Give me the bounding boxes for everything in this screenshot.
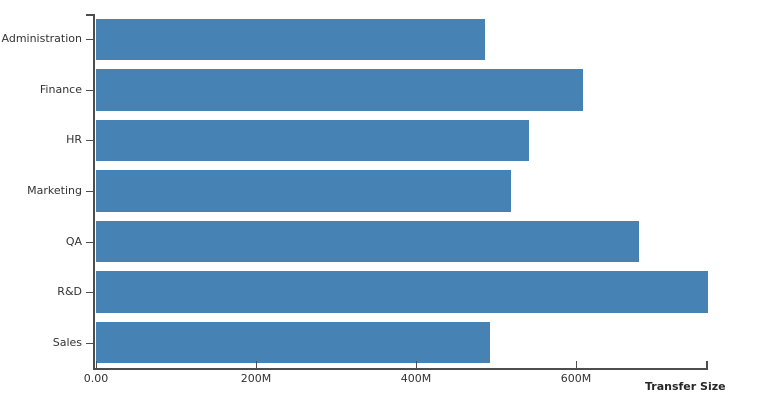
- y-tick-mark: [86, 292, 93, 293]
- x-axis-line: [93, 368, 708, 370]
- bar-r-d[interactable]: [96, 271, 708, 313]
- x-tick-mark: [96, 361, 97, 369]
- y-tick-mark: [86, 343, 93, 344]
- bar-qa[interactable]: [96, 220, 640, 263]
- x-tick-mark: [416, 361, 417, 369]
- y-tick-mark: [86, 39, 93, 40]
- x-axis-title: Transfer Size: [645, 380, 726, 393]
- y-tick-mark: [86, 242, 93, 243]
- y-tick-label-administration: Administration: [1, 32, 83, 46]
- x-tick-label-200m: 200M: [240, 372, 272, 385]
- bar-hr[interactable]: [96, 119, 529, 162]
- plot-area: [96, 14, 708, 368]
- y-tick-mark: [86, 90, 93, 91]
- y-tick-label-r-d: R&D: [57, 285, 82, 299]
- bar-row: [96, 321, 708, 364]
- y-tick-mark: [86, 191, 93, 192]
- bar-sales[interactable]: [96, 321, 491, 364]
- bar-administration[interactable]: [96, 18, 485, 60]
- bar-row: [96, 170, 708, 212]
- y-tick-mark: [86, 140, 93, 141]
- bar-marketing[interactable]: [96, 170, 512, 212]
- x-tick-label-600m: 600M: [560, 372, 592, 385]
- y-tick-label-sales: Sales: [52, 335, 82, 349]
- bar-row: [96, 220, 708, 263]
- bar-row: [96, 119, 708, 162]
- bar-row: [96, 69, 708, 111]
- bar-row: [96, 18, 708, 60]
- y-tick-label-qa: QA: [65, 234, 82, 248]
- x-tick-label-400m: 400M: [400, 372, 432, 385]
- x-tick-mark: [256, 361, 257, 369]
- x-tick-label-0-00: 0.00: [83, 372, 109, 385]
- x-tick-mark: [576, 361, 577, 369]
- y-axis-top-cap: [86, 14, 94, 16]
- y-tick-label-marketing: Marketing: [27, 184, 82, 197]
- bar-row: [96, 271, 708, 313]
- y-axis-line: [93, 14, 95, 369]
- y-tick-label-finance: Finance: [39, 82, 82, 96]
- y-tick-label-hr: HR: [66, 133, 82, 147]
- x-axis-end-cap: [706, 361, 708, 369]
- bar-finance[interactable]: [96, 69, 584, 111]
